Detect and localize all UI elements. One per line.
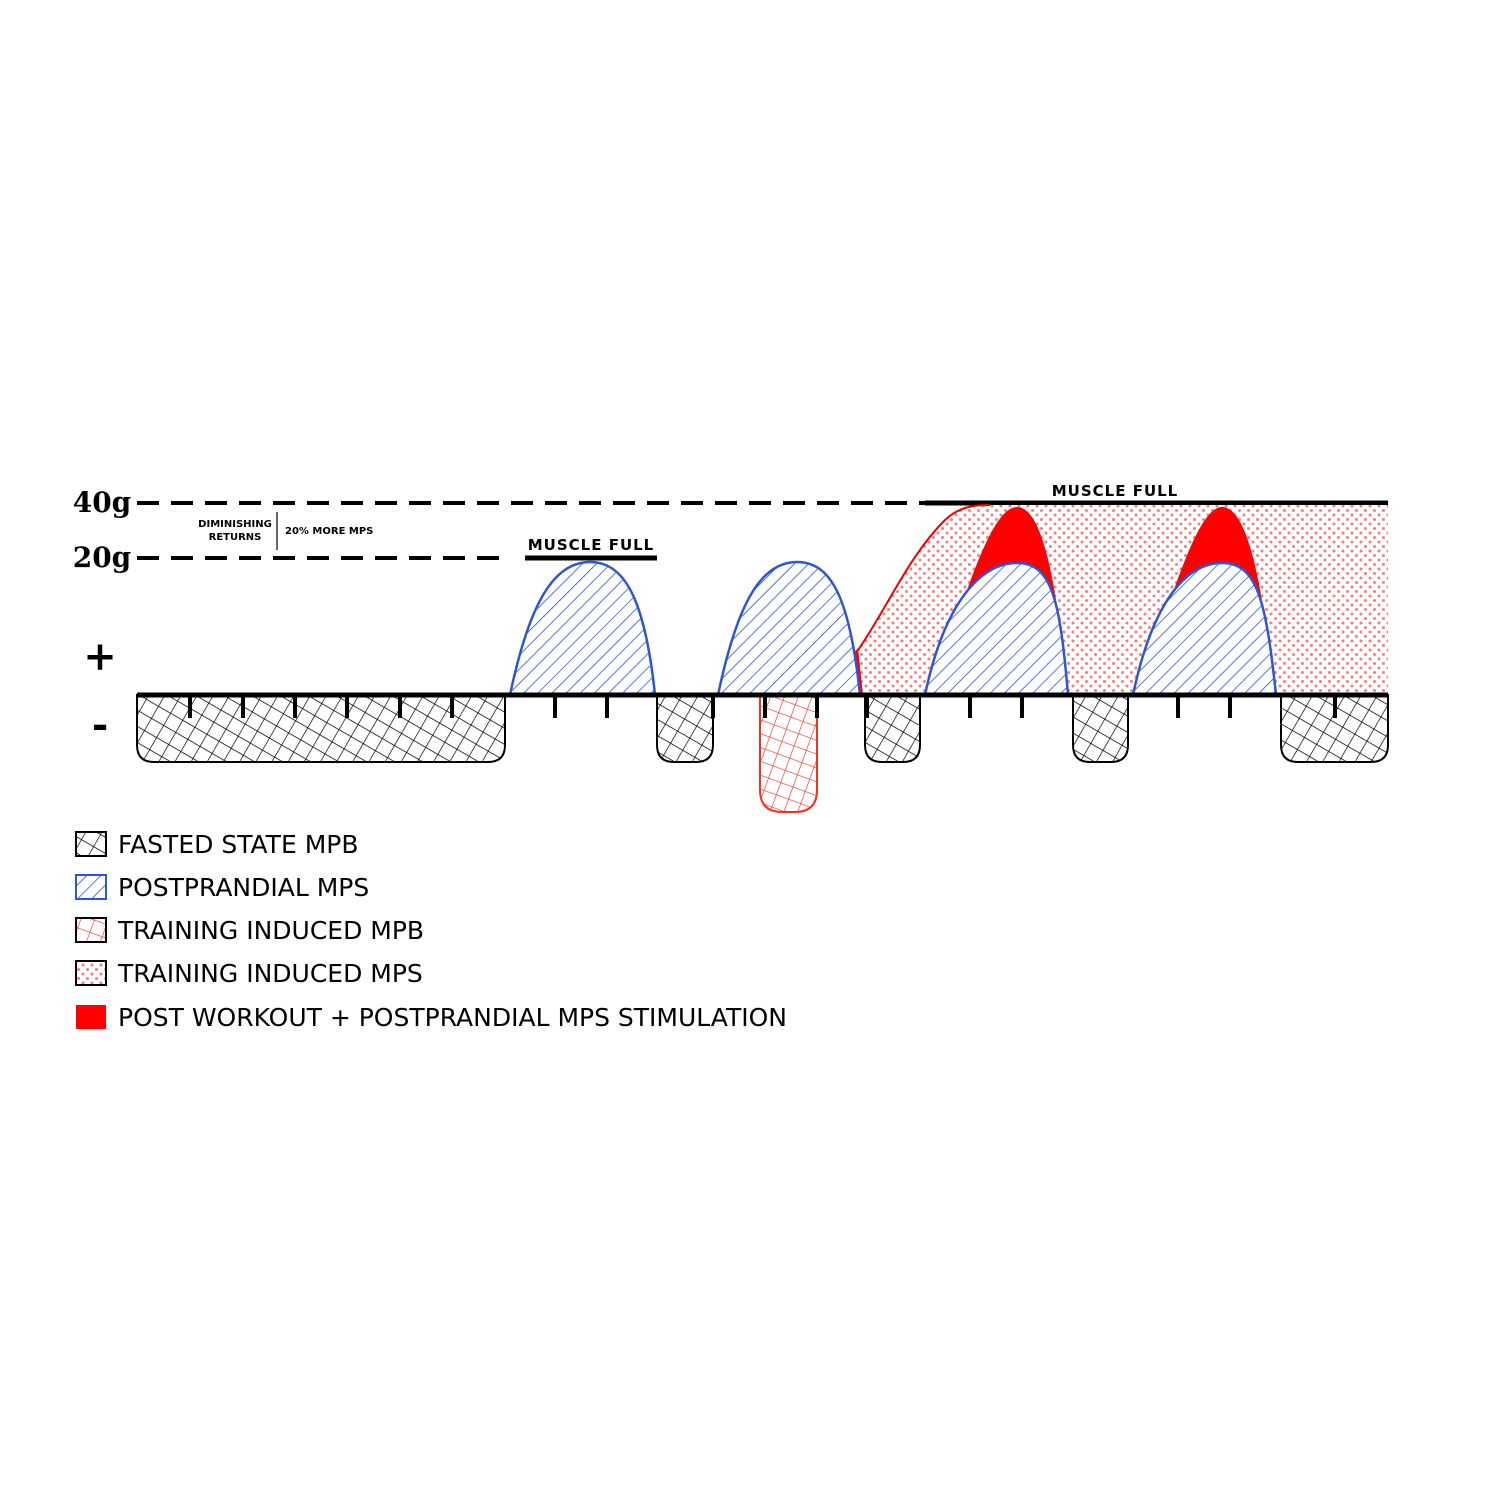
legend-swatch <box>75 874 107 900</box>
axis-label: 20g <box>73 541 132 574</box>
annotation: 20% MORE MPS <box>285 526 373 537</box>
axis-label: + <box>83 633 117 680</box>
mpb-block <box>1280 694 1389 763</box>
legend-swatch <box>76 1005 106 1029</box>
mpb-block <box>864 694 921 763</box>
mpb-block <box>136 694 506 763</box>
legend-label: POSTPRANDIAL MPS <box>118 873 369 902</box>
annotation: DIMINISHING <box>198 519 272 530</box>
legend-swatch <box>75 917 107 943</box>
annotation: MUSCLE FULL <box>1052 482 1179 500</box>
tick <box>188 695 1337 718</box>
annotation: MUSCLE FULL <box>528 536 655 554</box>
mps-area <box>820 505 1388 695</box>
training-mpb-block <box>759 694 818 813</box>
mps-hump <box>923 561 1070 697</box>
legend-swatch <box>75 831 107 857</box>
annotation: RETURNS <box>209 532 262 543</box>
legend-label: TRAINING INDUCED MPS <box>117 959 423 988</box>
mps-hump <box>1131 561 1278 697</box>
mps-hump <box>508 560 657 697</box>
mpb-block <box>656 694 714 763</box>
mps-hump <box>716 560 862 697</box>
legend-label: TRAINING INDUCED MPB <box>117 916 424 945</box>
legend-label: POST WORKOUT + POSTPRANDIAL MPS STIMULAT… <box>118 1003 787 1032</box>
legend-swatch <box>75 960 107 986</box>
legend-label: FASTED STATE MPB <box>118 830 359 859</box>
mpb-block <box>1072 694 1129 763</box>
axis-label: 40g <box>73 486 132 519</box>
axis-label: - <box>92 701 109 748</box>
